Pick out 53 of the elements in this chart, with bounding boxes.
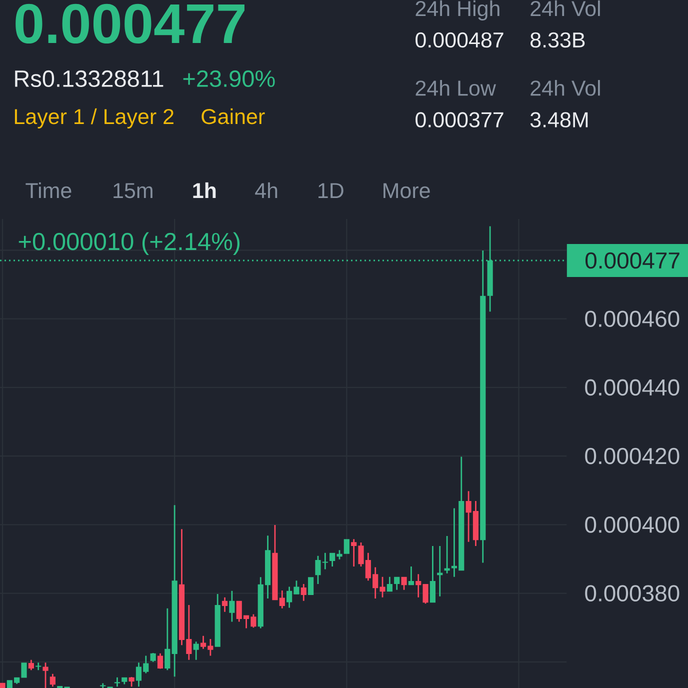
candlestick [36,662,42,670]
candlestick [401,576,407,590]
text: More [384,183,430,198]
y-tick-label: 0.000400 [585,516,680,533]
candlestick [128,677,134,687]
text: 24h Vol [530,0,600,16]
candlestick [300,584,306,601]
candlestick [114,677,120,687]
text: 8.33B [530,32,585,48]
candlestick [386,576,392,592]
text: 4h [255,182,278,198]
candlestick [122,677,128,684]
text: 3.48M [530,112,588,128]
text: Layer 1 / Layer 2 [14,108,174,128]
candlestick [21,662,27,678]
y-tick-label: 0.000460 [585,310,680,327]
candlestick [437,546,443,596]
candlestick [164,608,170,670]
candlestick [193,642,199,660]
candlestick [100,683,106,688]
text: +23.90% [183,70,275,88]
candlestick [344,539,350,554]
text: 15m [114,183,152,198]
text: Gainer [202,108,265,124]
text: 1D [318,183,344,198]
text: 24h High [416,0,500,20]
y-tick-label: 0.000440 [585,379,680,396]
candlestick [28,660,34,670]
text: 0.000487 [416,32,504,48]
text: 24h Vol [530,80,600,96]
y-tick-label: 0.000420 [585,448,680,464]
candlestick [408,566,414,586]
candlestick [394,576,400,590]
text: 24h Low [416,80,496,96]
text: Time [26,182,72,198]
candlestick [150,653,156,662]
candlestick [229,590,235,622]
candlestick [308,577,314,596]
candlestick [50,674,56,687]
candlestick [214,594,220,647]
y-tick-label: 0.000380 [585,585,680,602]
text: 1h [193,182,216,198]
candlestick [0,682,6,688]
chart-title: 0.000477 [16,4,244,44]
candlestick [157,653,164,669]
ref-line-label: 0.000477 [585,252,680,269]
annotation: +0.000010 (+2.14%) [18,232,240,256]
text: 0.000377 [416,112,504,128]
candlestick [42,662,48,688]
text: Rs0.13328811 [15,70,164,88]
candlestick [172,505,178,677]
candlestick [430,546,436,603]
candlestick [222,597,228,612]
